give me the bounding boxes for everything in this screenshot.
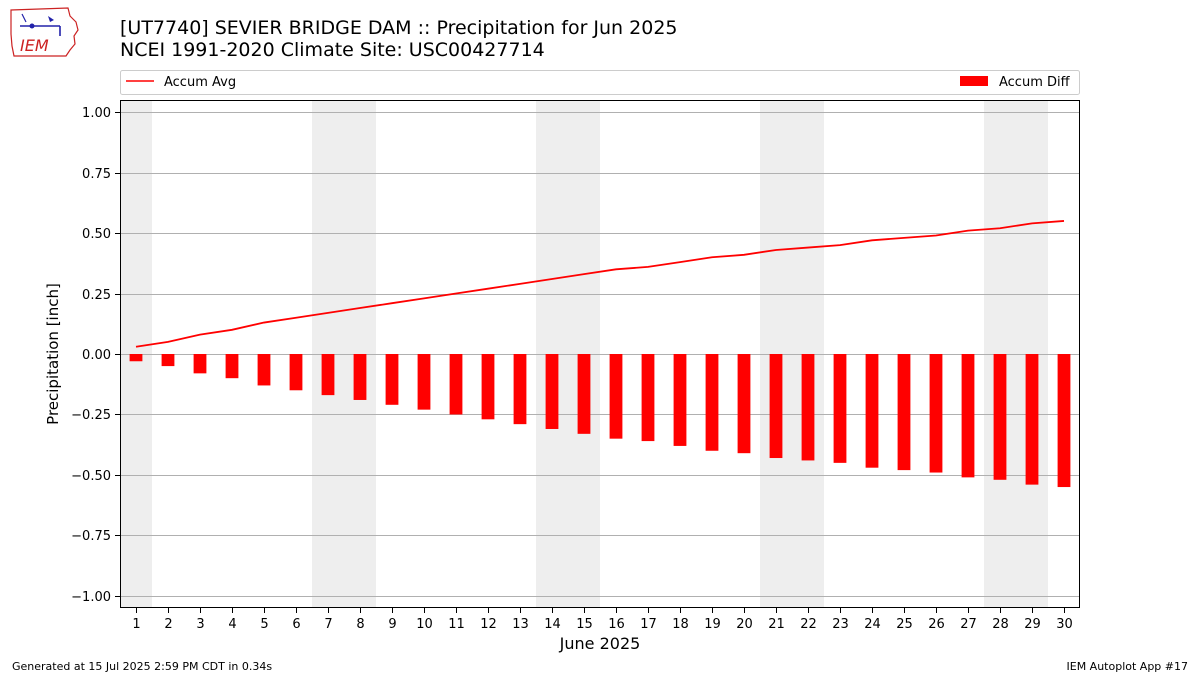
x-tick-label: 11	[448, 617, 465, 632]
accum-diff-bar	[289, 354, 303, 391]
x-tick-label: 13	[512, 617, 529, 632]
accum-diff-bar	[1057, 354, 1071, 488]
x-tick-label: 26	[928, 617, 945, 632]
y-axis-ticks: −1.00 −0.75 −0.50 −0.25 0.00 0.25 0.50 0.75 1.00	[71, 106, 120, 605]
accum-diff-bar	[737, 354, 751, 454]
x-tick-label: 9	[388, 617, 396, 632]
x-tick-label: 24	[864, 617, 881, 632]
x-axis-ticks: 1 2 3 4 5 6 7 8 9 10 11 12 13 14 15 16 17 18 19 20 21 22 23 24 2…	[132, 608, 1073, 632]
x-tick-label: 10	[416, 617, 433, 632]
legend-label-accum-diff: Accum Diff	[999, 75, 1071, 90]
accum-diff-bar	[321, 354, 335, 396]
accum-diff-bar	[193, 354, 207, 374]
chart-subtitle: NCEI 1991-2020 Climate Site: USC00427714	[120, 39, 545, 61]
accum-diff-bar	[225, 354, 239, 379]
legend-box	[120, 70, 1080, 95]
x-tick-label: 14	[544, 617, 561, 632]
x-tick-label: 1	[132, 617, 140, 632]
y-tick-label: 0.00	[82, 348, 111, 363]
accum-avg-line-layer	[135, 220, 1065, 348]
x-tick-label: 12	[480, 617, 497, 632]
accum-diff-bar	[257, 354, 271, 386]
x-tick-label: 3	[196, 617, 204, 632]
y-axis-label: Precipitation [inch]	[44, 283, 62, 425]
x-tick-label: 7	[324, 617, 332, 632]
accum-diff-bar	[641, 354, 655, 442]
y-tick-label: 0.75	[82, 167, 111, 182]
x-axis-label: June 2025	[559, 634, 641, 653]
x-tick-label: 6	[292, 617, 300, 632]
accum-diff-bar	[961, 354, 975, 478]
accum-diff-bar	[673, 354, 687, 446]
generated-timestamp: Generated at 15 Jul 2025 2:59 PM CDT in …	[12, 660, 273, 673]
x-tick-label: 25	[896, 617, 913, 632]
legend-bar-swatch	[960, 76, 988, 86]
accum-diff-bar	[161, 354, 175, 367]
accum-diff-bar	[865, 354, 879, 468]
weekend-bands	[120, 100, 1048, 608]
x-tick-label: 19	[704, 617, 721, 632]
x-tick-label: 8	[356, 617, 364, 632]
x-tick-label: 22	[800, 617, 817, 632]
y-tick-label: −0.75	[71, 529, 111, 544]
accum-diff-bar	[577, 354, 591, 434]
accum-diff-bar	[609, 354, 623, 439]
app-label: IEM Autoplot App #17	[1066, 660, 1189, 673]
iem-logo: IEM	[8, 6, 80, 58]
accum-diff-bar	[897, 354, 911, 471]
x-tick-label: 20	[736, 617, 753, 632]
plot-frame	[120, 100, 1080, 608]
accum-diff-bar	[385, 354, 399, 405]
accum-diff-bar	[769, 354, 783, 459]
x-tick-label: 29	[1024, 617, 1041, 632]
x-tick-label: 21	[768, 617, 785, 632]
accum-diff-bar	[801, 354, 815, 461]
y-tick-label: 0.25	[82, 288, 111, 303]
accum-diff-bar	[993, 354, 1007, 480]
accum-diff-bars	[129, 354, 1071, 488]
x-tick-label: 27	[960, 617, 977, 632]
x-tick-label: 30	[1056, 617, 1073, 632]
accum-diff-bar	[481, 354, 495, 420]
x-tick-label: 15	[576, 617, 593, 632]
x-tick-label: 23	[832, 617, 849, 632]
x-tick-label: 4	[228, 617, 236, 632]
y-tick-label: 1.00	[82, 106, 111, 121]
gridlines	[120, 112, 1080, 597]
accum-diff-bar	[833, 354, 847, 463]
accum-diff-bar	[1025, 354, 1039, 485]
accum-diff-bar	[449, 354, 463, 415]
y-tick-label: −0.50	[71, 469, 111, 484]
y-tick-label: −0.25	[71, 408, 111, 423]
accum-diff-bar	[929, 354, 943, 473]
accum-diff-bar	[545, 354, 559, 429]
chart-title-block: [UT7740] SEVIER BRIDGE DAM :: Precipitat…	[120, 17, 678, 61]
accum-diff-bar	[513, 354, 527, 425]
legend-label-accum-avg: Accum Avg	[164, 75, 236, 90]
x-tick-label: 2	[164, 617, 172, 632]
x-tick-label: 5	[260, 617, 268, 632]
accum-diff-bar	[417, 354, 431, 410]
accum-avg-line	[135, 220, 1065, 348]
x-tick-label: 17	[640, 617, 657, 632]
y-tick-label: −1.00	[71, 590, 111, 605]
logo-text: IEM	[20, 36, 49, 55]
iowa-state-outline-icon: IEM	[10, 7, 79, 57]
accum-diff-bar	[705, 354, 719, 451]
x-tick-label: 28	[992, 617, 1009, 632]
y-tick-label: 0.50	[82, 227, 111, 242]
accum-diff-bar	[129, 354, 143, 362]
accum-diff-bar	[353, 354, 367, 400]
x-tick-label: 18	[672, 617, 689, 632]
x-tick-label: 16	[608, 617, 625, 632]
chart-title: [UT7740] SEVIER BRIDGE DAM :: Precipitat…	[120, 17, 678, 39]
